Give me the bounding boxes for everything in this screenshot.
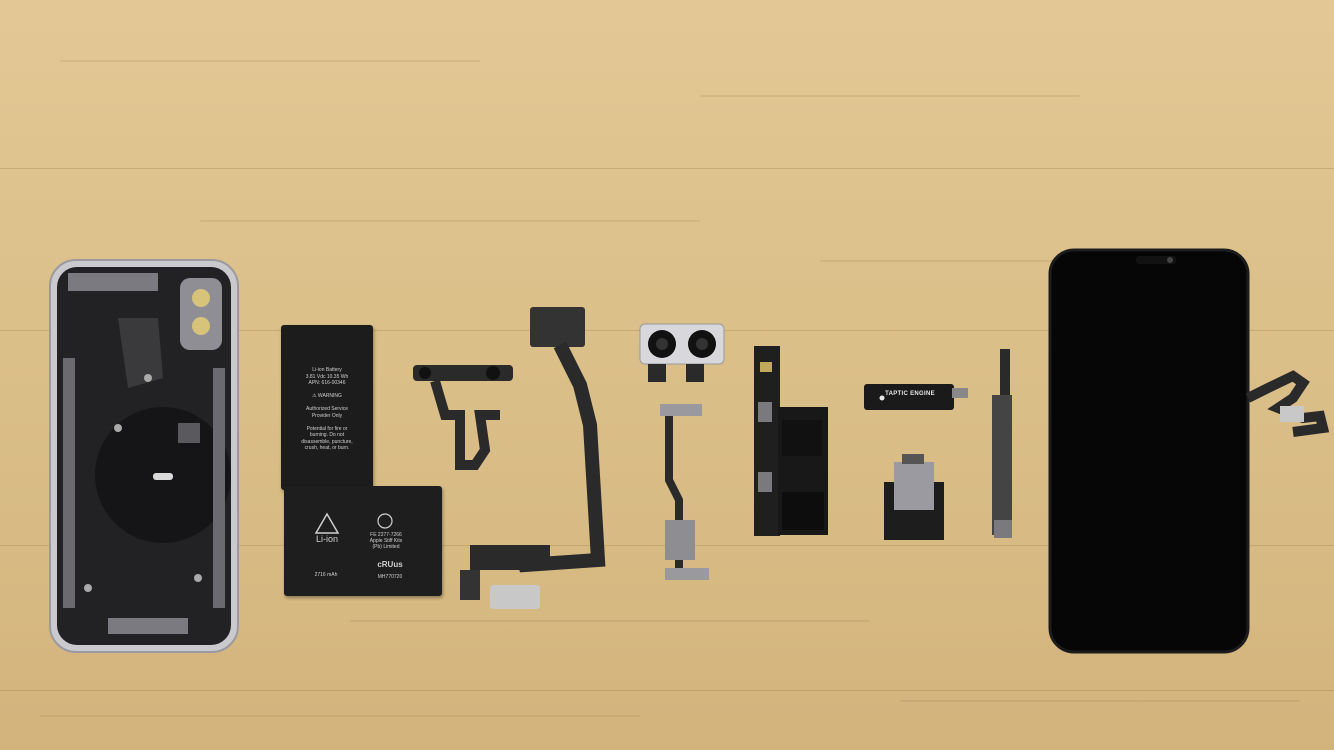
battery-mark-icon [377, 513, 393, 529]
camera-bracket [180, 278, 222, 350]
lightning-port [490, 585, 540, 609]
ul-mark-icon: cRUus [377, 560, 403, 569]
rear-housing [49, 259, 239, 653]
front-sensor-assembly [413, 365, 513, 470]
display-assembly [1048, 248, 1330, 654]
wood-grain [60, 60, 480, 62]
battery-capacity: 2716 mAh [314, 572, 338, 578]
battery-cell-bottom: Li-ion FE 2277-7266 Apple Stiff Kits (Pb… [284, 486, 442, 596]
battery-cell-top: Li-ion Battery 3.81 Vdc 10.35 Wh APN: 61… [281, 325, 373, 490]
volume-flex-cable [660, 404, 709, 580]
taptic-engine [864, 384, 968, 410]
earpiece [1136, 256, 1176, 264]
wood-grain [700, 95, 1080, 97]
wood-grain [40, 715, 640, 717]
plank-seam [0, 168, 1334, 169]
rear-dual-camera [639, 323, 725, 382]
apple-logo-icon [879, 395, 885, 401]
battery-label-text: Li-ion Battery 3.81 Vdc 10.35 Wh APN: 61… [301, 367, 353, 451]
battery-chemistry: Li-ion [315, 534, 338, 544]
lightning-port-flex [460, 307, 606, 609]
recycle-icon [314, 512, 340, 534]
battery-code: MH770720 [377, 574, 403, 580]
wood-grain [200, 220, 700, 222]
wood-grain [350, 620, 870, 622]
wood-grain [900, 700, 1300, 702]
antenna-flex [992, 349, 1012, 538]
display-flex-cable [1245, 370, 1330, 437]
wood-grain [820, 260, 1120, 262]
plank-seam [0, 690, 1334, 691]
logic-board [754, 346, 828, 536]
battery-cert-text: FE 2277-7266 Apple Stiff Kits (Pb) Limit… [369, 532, 403, 550]
loudspeaker [884, 454, 944, 540]
taptic-engine-label: TAPTIC ENGINE [885, 391, 935, 397]
